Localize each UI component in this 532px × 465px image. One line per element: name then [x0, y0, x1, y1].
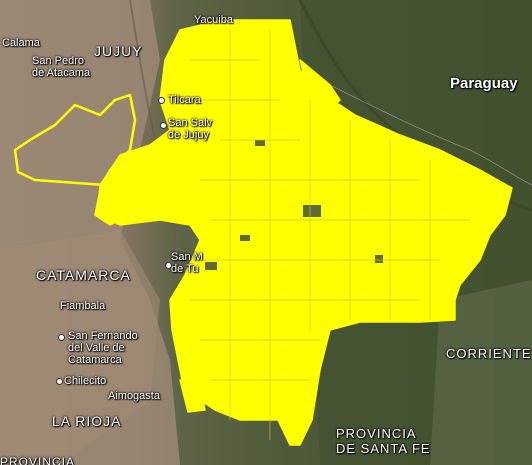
label-san-salvador: San Salv de Jujuy — [168, 117, 213, 141]
overlay-north-arm — [299, 59, 341, 111]
label-san-fernando: San Fernando del Valle de Catamarca — [68, 330, 138, 366]
marker-chilecito — [56, 378, 63, 385]
label-tilcara: Tilcara — [168, 94, 201, 106]
label-chilecito: Chilecito — [64, 375, 107, 387]
overlay-west-outline — [13, 93, 137, 187]
label-paraguay: Paraguay — [450, 75, 518, 92]
label-san-miguel: San M de Tu — [171, 251, 203, 275]
label-calama: Calama — [2, 37, 40, 49]
label-yacuiba: Yacuiba — [194, 14, 233, 26]
label-aimogasta: Aimogasta — [108, 390, 160, 402]
marker-san-miguel — [165, 262, 172, 269]
label-jujuy: JUJUY — [94, 43, 143, 59]
marker-tilcara — [158, 97, 165, 104]
marker-san-salvador — [160, 122, 167, 129]
label-fiambala: Fiambala — [60, 300, 106, 312]
label-provincia-bottom: PROVINCIA — [0, 455, 76, 465]
label-corrientes: CORRIENTE — [446, 346, 532, 361]
label-santa-fe: PROVINCIA DE SANTA FE — [336, 426, 431, 456]
overlay-blob-2 — [179, 379, 206, 413]
label-catamarca: CATAMARCA — [36, 267, 131, 283]
label-la-rioja: LA RIOJA — [52, 413, 122, 429]
overlay-blob-1 — [94, 179, 131, 226]
label-san-pedro: San Pedro de Atacama — [32, 55, 91, 79]
marker-san-fernando — [58, 334, 65, 341]
